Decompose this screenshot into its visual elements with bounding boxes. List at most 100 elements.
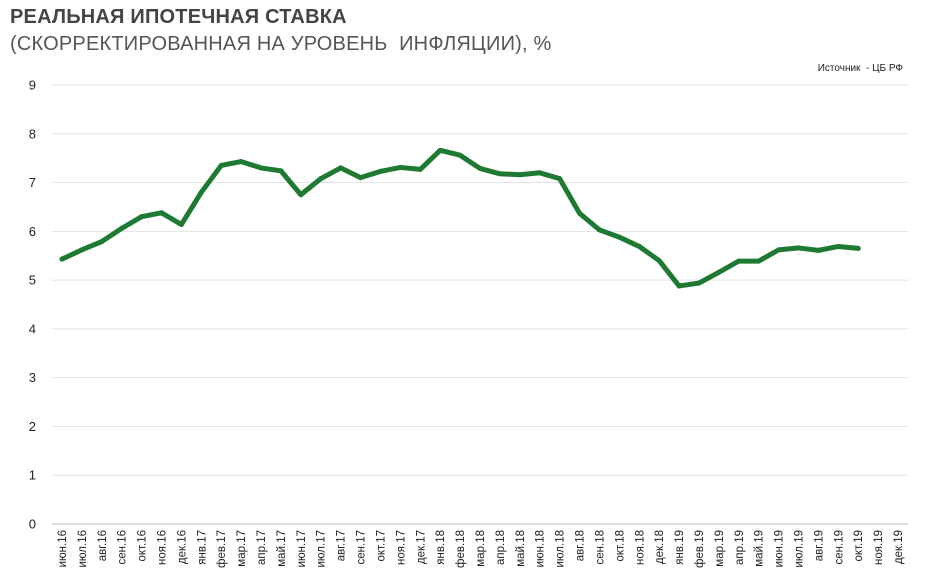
data-point	[278, 168, 284, 174]
x-tick-label: июн.18	[535, 530, 547, 567]
data-point	[59, 256, 65, 262]
y-axis: 0 1 2 3 4 5 6 7 8 9	[29, 78, 36, 532]
data-point	[457, 152, 463, 158]
data-point	[477, 165, 483, 171]
data-point	[99, 239, 105, 245]
data-point	[636, 243, 642, 249]
x-tick-label: окт.18	[614, 530, 626, 562]
data-point	[198, 189, 204, 195]
data-point	[776, 247, 782, 253]
gridlines	[52, 84, 908, 525]
x-tick-label: июл.18	[555, 530, 567, 568]
x-tick-label: авг.16	[97, 530, 109, 561]
data-point	[338, 165, 344, 171]
data-point	[218, 162, 224, 168]
data-point	[119, 225, 125, 231]
x-tick-label: фев.17	[216, 530, 228, 568]
data-point	[835, 243, 841, 249]
x-tick-label: окт.16	[137, 530, 149, 562]
data-point	[517, 172, 523, 178]
data-point	[238, 159, 244, 165]
y-tick-label: 8	[29, 126, 36, 141]
data-point	[656, 258, 662, 264]
x-tick-label: июл.16	[77, 530, 89, 568]
x-tick-label: дек.17	[415, 530, 427, 564]
x-tick-label: окт.17	[375, 530, 387, 562]
data-point	[616, 234, 622, 240]
data-point	[397, 164, 403, 170]
data-point	[557, 176, 563, 182]
data-point	[497, 171, 503, 177]
x-tick-label: июл.19	[794, 530, 806, 568]
x-tick-label: дек.16	[176, 530, 188, 564]
x-tick-label: ноя.18	[634, 530, 646, 565]
data-point	[377, 168, 383, 174]
x-tick-label: дек.19	[893, 530, 905, 564]
data-point	[756, 258, 762, 264]
y-tick-label: 2	[29, 419, 36, 434]
data-point	[298, 192, 304, 198]
data-point	[815, 247, 821, 253]
x-tick-label: фев.19	[694, 530, 706, 568]
y-tick-label: 1	[29, 468, 36, 483]
data-point	[437, 147, 443, 153]
x-tick-label: апр.18	[495, 530, 507, 565]
x-tick-label: июн.17	[296, 530, 308, 567]
x-tick-label: сен.16	[117, 530, 129, 564]
data-point	[696, 280, 702, 286]
data-point	[537, 170, 543, 176]
x-tick-label: окт.19	[853, 530, 865, 562]
data-point	[716, 269, 722, 275]
x-tick-label: июн.19	[774, 530, 786, 567]
data-point	[855, 245, 861, 251]
x-tick-label: ноя.19	[873, 530, 885, 565]
x-tick-label: май.19	[754, 530, 766, 567]
x-tick-label: янв.18	[435, 530, 447, 565]
data-point	[139, 214, 145, 220]
data-point	[158, 210, 164, 216]
x-tick-label: фев.18	[455, 530, 467, 568]
data-point	[358, 175, 364, 181]
data-point	[79, 247, 85, 253]
series-layer	[59, 147, 861, 289]
x-tick-label: апр.19	[734, 530, 746, 565]
y-tick-label: 5	[29, 273, 36, 288]
data-point	[577, 210, 583, 216]
y-tick-label: 7	[29, 175, 36, 190]
data-point	[596, 227, 602, 233]
chart-subtitle: (СКОРРЕКТИРОВАННАЯ НА УРОВЕНЬ ИНФЛЯЦИИ),…	[10, 33, 552, 55]
y-tick-label: 6	[29, 224, 36, 239]
x-tick-label: май.18	[515, 530, 527, 567]
x-tick-label: авг.19	[813, 530, 825, 561]
x-tick-label: ноя.17	[395, 530, 407, 565]
y-tick-label: 0	[29, 517, 36, 532]
chart-title: РЕАЛЬНАЯ ИПОТЕЧНАЯ СТАВКА	[10, 6, 347, 28]
data-point	[736, 258, 742, 264]
x-tick-label: май.17	[276, 530, 288, 567]
x-tick-label: мар.17	[236, 530, 248, 567]
x-tick-label: ноя.16	[156, 530, 168, 565]
data-point	[417, 166, 423, 172]
x-tick-label: сен.18	[594, 530, 606, 564]
series-line	[59, 147, 861, 289]
x-tick-label: янв.19	[674, 530, 686, 565]
data-point	[676, 283, 682, 289]
x-tick-label: дек.18	[654, 530, 666, 564]
x-axis: июн.16 июл.16 авг.16 сен.16 окт.16 ноя.16 дек.…	[57, 530, 905, 568]
x-tick-label: сен.17	[356, 530, 368, 564]
x-tick-label: сен.19	[833, 530, 845, 564]
x-tick-label: апр.17	[256, 530, 268, 565]
x-tick-label: мар.19	[714, 530, 726, 567]
y-tick-label: 3	[29, 370, 36, 385]
x-tick-label: мар.18	[475, 530, 487, 567]
x-tick-label: янв.17	[196, 530, 208, 565]
y-tick-label: 9	[29, 78, 36, 93]
x-tick-label: авг.18	[575, 530, 587, 561]
x-tick-label: июн.16	[57, 530, 69, 567]
source-note: Источник - ЦБ РФ	[817, 63, 903, 74]
y-tick-label: 4	[29, 321, 36, 336]
data-point	[178, 222, 184, 228]
data-point	[796, 245, 802, 251]
data-point	[258, 165, 264, 171]
